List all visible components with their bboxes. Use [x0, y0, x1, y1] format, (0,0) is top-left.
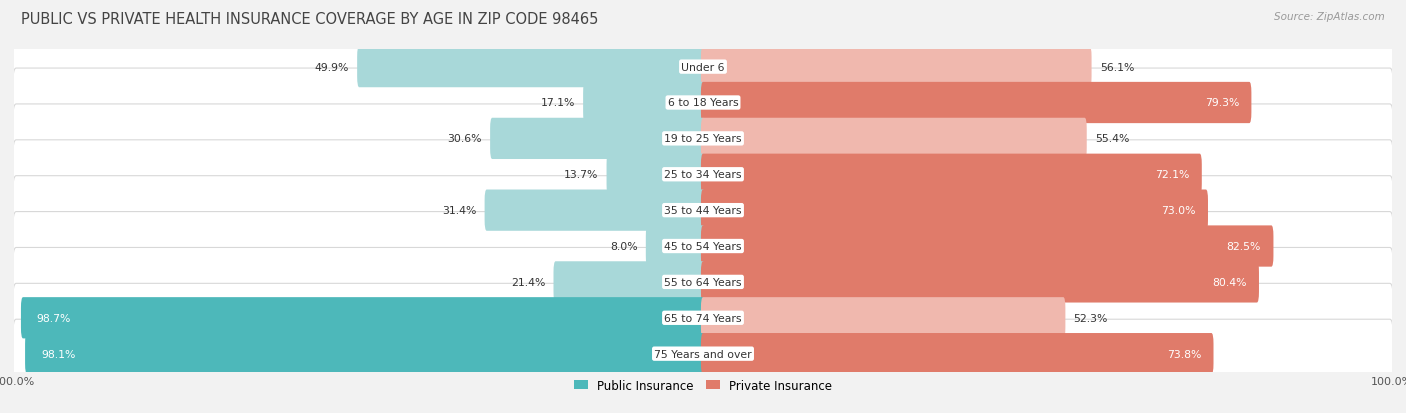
Text: 79.3%: 79.3%	[1205, 98, 1239, 108]
FancyBboxPatch shape	[485, 190, 704, 231]
FancyBboxPatch shape	[583, 83, 704, 124]
Text: Under 6: Under 6	[682, 62, 724, 72]
Text: 30.6%: 30.6%	[447, 134, 482, 144]
FancyBboxPatch shape	[13, 33, 1393, 102]
FancyBboxPatch shape	[13, 319, 1393, 388]
Text: 6 to 18 Years: 6 to 18 Years	[668, 98, 738, 108]
Text: 98.7%: 98.7%	[37, 313, 72, 323]
FancyBboxPatch shape	[702, 297, 1066, 339]
Text: 72.1%: 72.1%	[1154, 170, 1189, 180]
FancyBboxPatch shape	[25, 333, 704, 375]
FancyBboxPatch shape	[13, 212, 1393, 281]
Text: 73.8%: 73.8%	[1167, 349, 1201, 359]
Text: 49.9%: 49.9%	[315, 62, 349, 72]
Legend: Public Insurance, Private Insurance: Public Insurance, Private Insurance	[574, 379, 832, 392]
Text: 65 to 74 Years: 65 to 74 Years	[664, 313, 742, 323]
Text: 75 Years and over: 75 Years and over	[654, 349, 752, 359]
Text: 55 to 64 Years: 55 to 64 Years	[664, 277, 742, 287]
FancyBboxPatch shape	[702, 190, 1208, 231]
FancyBboxPatch shape	[702, 333, 1213, 375]
Text: 19 to 25 Years: 19 to 25 Years	[664, 134, 742, 144]
FancyBboxPatch shape	[554, 262, 704, 303]
Text: 73.0%: 73.0%	[1161, 206, 1195, 216]
FancyBboxPatch shape	[21, 297, 704, 339]
Text: 31.4%: 31.4%	[441, 206, 477, 216]
Text: 56.1%: 56.1%	[1099, 62, 1135, 72]
Text: 25 to 34 Years: 25 to 34 Years	[664, 170, 742, 180]
FancyBboxPatch shape	[13, 176, 1393, 245]
FancyBboxPatch shape	[702, 119, 1087, 160]
Text: 8.0%: 8.0%	[610, 242, 637, 252]
FancyBboxPatch shape	[13, 104, 1393, 173]
Text: 55.4%: 55.4%	[1095, 134, 1129, 144]
FancyBboxPatch shape	[702, 83, 1251, 124]
Text: 35 to 44 Years: 35 to 44 Years	[664, 206, 742, 216]
FancyBboxPatch shape	[13, 284, 1393, 352]
FancyBboxPatch shape	[13, 69, 1393, 138]
Text: 21.4%: 21.4%	[510, 277, 546, 287]
FancyBboxPatch shape	[13, 140, 1393, 209]
FancyBboxPatch shape	[606, 154, 704, 195]
FancyBboxPatch shape	[491, 119, 704, 160]
FancyBboxPatch shape	[702, 262, 1258, 303]
FancyBboxPatch shape	[13, 248, 1393, 317]
FancyBboxPatch shape	[357, 47, 704, 88]
FancyBboxPatch shape	[702, 154, 1202, 195]
Text: 45 to 54 Years: 45 to 54 Years	[664, 242, 742, 252]
Text: 13.7%: 13.7%	[564, 170, 599, 180]
Text: 80.4%: 80.4%	[1212, 277, 1247, 287]
FancyBboxPatch shape	[702, 47, 1091, 88]
Text: 17.1%: 17.1%	[540, 98, 575, 108]
FancyBboxPatch shape	[645, 226, 704, 267]
Text: Source: ZipAtlas.com: Source: ZipAtlas.com	[1274, 12, 1385, 22]
Text: PUBLIC VS PRIVATE HEALTH INSURANCE COVERAGE BY AGE IN ZIP CODE 98465: PUBLIC VS PRIVATE HEALTH INSURANCE COVER…	[21, 12, 599, 27]
Text: 98.1%: 98.1%	[41, 349, 76, 359]
Text: 82.5%: 82.5%	[1226, 242, 1261, 252]
Text: 52.3%: 52.3%	[1074, 313, 1108, 323]
FancyBboxPatch shape	[702, 226, 1274, 267]
